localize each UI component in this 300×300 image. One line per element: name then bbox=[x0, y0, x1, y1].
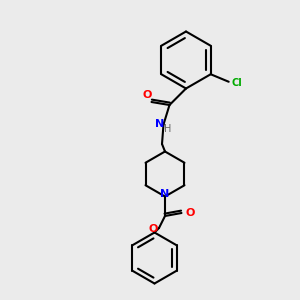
Text: Cl: Cl bbox=[232, 78, 242, 88]
Text: O: O bbox=[185, 208, 194, 218]
Text: H: H bbox=[164, 124, 172, 134]
Text: N: N bbox=[160, 189, 169, 199]
Text: O: O bbox=[142, 91, 152, 100]
Text: O: O bbox=[148, 224, 158, 235]
Text: N: N bbox=[155, 118, 164, 129]
